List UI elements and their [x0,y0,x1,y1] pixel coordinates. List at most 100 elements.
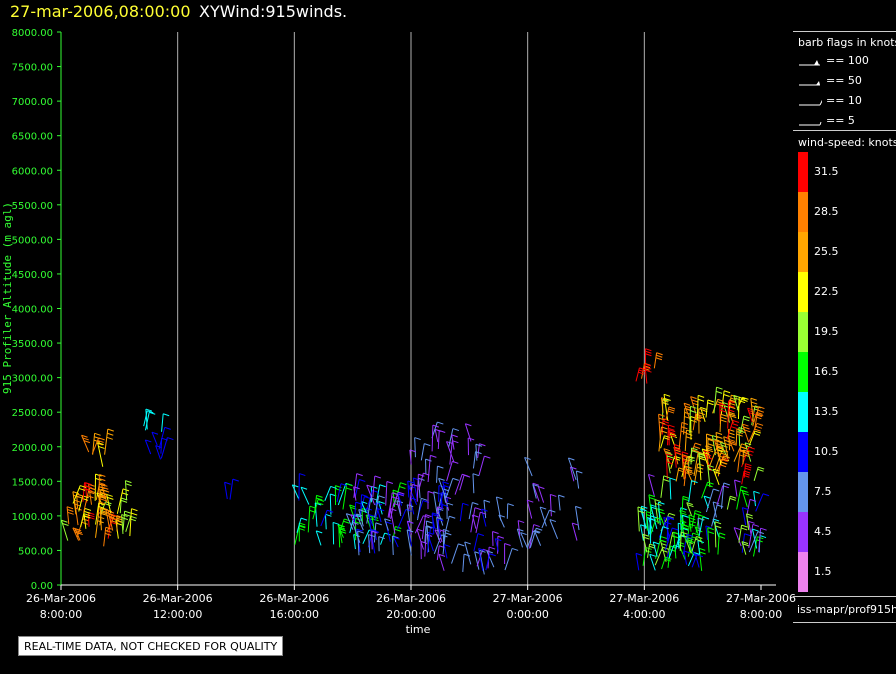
y-tick-label: 3500.00 [12,339,53,350]
wind-barb [658,426,668,452]
wind-barb [464,541,472,565]
wind-barb [81,434,91,453]
wind-barb [748,520,755,536]
wind-barb [407,485,418,505]
wind-barb [707,438,715,468]
wind-barb [478,455,491,476]
wind-barb [357,530,364,556]
wind-barb [653,352,663,369]
wind-barb [320,509,334,527]
wind-barb [103,526,112,547]
wind-barb [459,502,469,522]
wind-barb [657,501,665,526]
wind-barb [479,549,486,575]
wind-barb [679,531,688,551]
wind-barb [459,474,471,491]
wind-barb [696,394,705,420]
wind-barb [665,406,676,420]
wind-barb [144,439,152,455]
wind-barb [445,477,459,498]
wind-barb [754,406,765,430]
wind-barb [748,523,760,548]
wind-barb [526,499,534,519]
wind-barb [372,475,381,497]
wind-barb [640,505,648,529]
wind-barb [448,428,460,447]
colorbar-label: 16.5 [814,365,839,378]
wind-barb [414,437,421,458]
colorbar-swatch [798,432,808,472]
wind-barb [160,437,168,454]
wind-barb [661,556,672,570]
colorbar-swatch [798,232,808,272]
wind-barb [91,437,105,455]
barb-flags-title: barb flags in knots [798,36,896,49]
wind-barb [494,538,502,552]
wind-barb [324,485,337,501]
wind-barb [694,553,702,568]
wind-barb [407,480,414,498]
wind-barb [104,428,114,455]
wind-barb [537,486,545,503]
quality-notice: REAL-TIME DATA, NOT CHECKED FOR QUALITY [18,636,284,656]
colorbar-label: 7.5 [814,485,832,498]
wind-barb [741,541,749,555]
wind-barb [571,522,579,541]
wind-barb [406,504,414,522]
wind-barb [427,490,435,510]
wind-barb [678,422,689,450]
wind-barb [733,443,748,462]
wind-barb [420,541,428,560]
wind-barb [728,438,737,452]
colorbar-label: 28.5 [814,205,839,218]
wind-barb [714,521,722,548]
wind-barb [298,473,306,501]
wind-barb [665,452,674,474]
wind-barb [475,443,483,461]
wind-barb [690,416,697,440]
x-tick-label-time: 20:00:00 [386,608,435,621]
wind-barb [378,536,385,552]
wind-barb [520,532,529,550]
wind-barb [726,420,740,440]
wind-barb [472,473,480,494]
wind-barb [486,550,495,568]
wind-barb [649,553,656,571]
colorbar-swatch [798,392,808,432]
wind-barb [155,445,162,460]
wind-barb [121,514,128,534]
wind-barb [87,512,95,527]
wind-barb [644,348,652,365]
wind-barb [443,544,451,559]
wind-barb [690,536,703,554]
wind-barb [688,480,698,503]
colorbar-label: 31.5 [814,165,839,178]
colorbar-label: 13.5 [814,405,839,418]
wind-barb [697,517,705,534]
wind-barb [652,541,660,557]
wind-barb [746,513,754,531]
wind-barb [436,518,444,538]
wind-barb [473,533,485,552]
y-tick-label: 1000.00 [12,512,53,523]
wind-barb [719,413,728,433]
wind-barb [654,499,662,524]
x-tick-label-time: 8:00:00 [40,608,82,621]
y-tick-label: 5500.00 [12,201,53,212]
wind-barb [712,518,720,539]
y-tick-label: 4500.00 [12,270,53,281]
x-tick-label-time: 0:00:00 [506,608,548,621]
wind-barb [371,530,378,550]
wind-barb [739,415,750,434]
legend-divider [793,31,896,32]
wind-barb [354,479,366,498]
wind-barb [516,528,524,548]
wind-barb [750,397,758,422]
x-tick-label-time: 12:00:00 [153,608,202,621]
wind-barb [440,492,447,509]
wind-barb [60,519,69,541]
wind-barb [727,400,735,429]
wind-barb [406,520,414,535]
wind-barb [431,512,439,535]
wind-barb [353,486,360,501]
